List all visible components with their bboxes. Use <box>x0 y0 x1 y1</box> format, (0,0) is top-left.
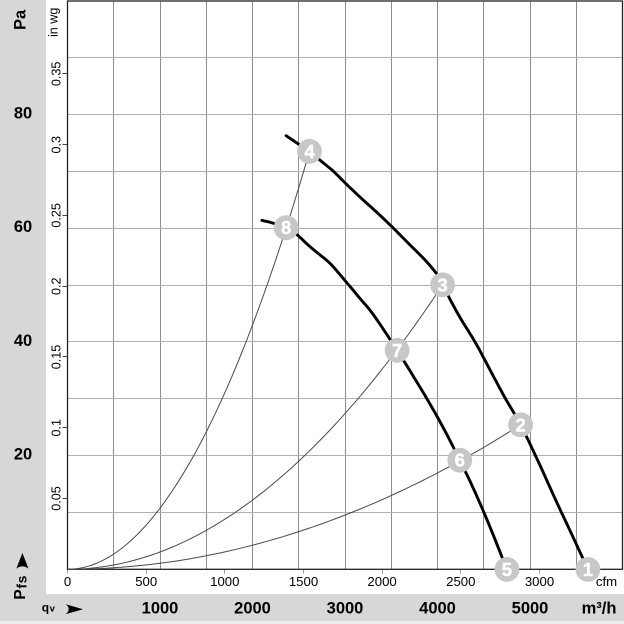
svg-text:5000: 5000 <box>512 599 549 617</box>
svg-text:2000: 2000 <box>234 599 271 617</box>
svg-text:Pfs: Pfs <box>12 575 29 599</box>
svg-text:2000: 2000 <box>367 574 396 589</box>
svg-text:1: 1 <box>583 559 593 580</box>
svg-text:4000: 4000 <box>419 599 456 617</box>
svg-text:m³/h: m³/h <box>582 599 617 617</box>
svg-text:500: 500 <box>135 574 157 589</box>
svg-text:80: 80 <box>14 105 32 123</box>
svg-text:3: 3 <box>437 274 447 295</box>
svg-text:20: 20 <box>14 445 32 463</box>
svg-text:0: 0 <box>64 574 71 589</box>
svg-text:0.15: 0.15 <box>49 345 63 370</box>
svg-text:3000: 3000 <box>327 599 364 617</box>
svg-text:5: 5 <box>502 559 512 580</box>
svg-text:7: 7 <box>392 340 402 361</box>
svg-text:cfm: cfm <box>596 574 617 589</box>
svg-text:2: 2 <box>515 414 525 435</box>
svg-text:8: 8 <box>281 217 291 238</box>
svg-text:4: 4 <box>304 141 315 162</box>
svg-text:Pa: Pa <box>12 9 30 30</box>
svg-text:0.35: 0.35 <box>49 62 63 87</box>
svg-text:0.25: 0.25 <box>49 203 63 228</box>
svg-text:0.05: 0.05 <box>49 486 63 511</box>
svg-text:1000: 1000 <box>142 599 179 617</box>
svg-text:0.3: 0.3 <box>49 136 63 154</box>
svg-text:0.1: 0.1 <box>49 419 63 437</box>
svg-text:qv: qv <box>42 600 56 614</box>
svg-text:6: 6 <box>455 450 465 471</box>
svg-text:3000: 3000 <box>525 574 554 589</box>
svg-text:0.2: 0.2 <box>49 277 63 295</box>
svg-text:1000: 1000 <box>210 574 239 589</box>
svg-text:40: 40 <box>14 332 32 350</box>
svg-text:60: 60 <box>14 218 32 236</box>
svg-text:in wg: in wg <box>47 8 61 37</box>
svg-text:1500: 1500 <box>289 574 318 589</box>
svg-text:2500: 2500 <box>446 574 475 589</box>
